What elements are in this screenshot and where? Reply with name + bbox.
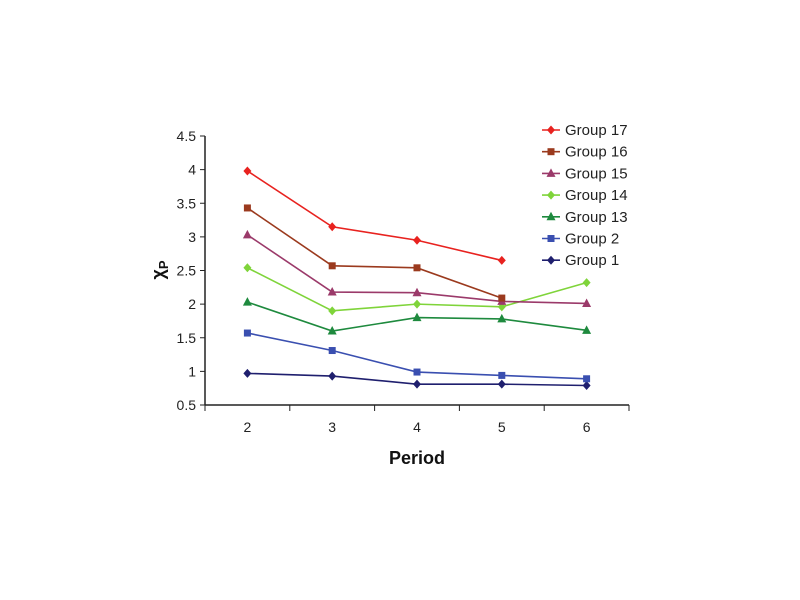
x-tick-label: 3 [328, 419, 336, 435]
data-point [582, 278, 591, 288]
data-point [497, 255, 506, 265]
data-point [582, 380, 591, 390]
y-tick-label: 1.5 [177, 330, 197, 346]
data-point [413, 235, 421, 245]
legend-item: Group 14 [542, 187, 628, 204]
axes: 0.5 1 1.5 2 2.5 3 3.5 4 4.5 2 3 4 5 6 [177, 128, 630, 435]
legend-marker [547, 235, 555, 242]
y-tick-label: 4.5 [177, 128, 197, 144]
y-tick-label: 2.5 [177, 263, 197, 279]
data-point [582, 325, 592, 334]
y-tick-label: 3 [188, 229, 196, 245]
x-axis-label: Period [389, 448, 445, 468]
legend-label: Group 16 [565, 144, 628, 161]
data-point [242, 297, 252, 306]
data-point [498, 294, 506, 302]
data-point [243, 204, 251, 212]
legend-marker [546, 168, 556, 177]
y-tick-label: 3.5 [177, 195, 197, 211]
legend-item: Group 17 [542, 122, 628, 139]
data-point [413, 368, 421, 376]
legend-marker [547, 255, 555, 265]
legend-item: Group 13 [542, 209, 628, 226]
y-tick-label: 1 [188, 363, 196, 379]
data-point [243, 166, 252, 176]
data-point [413, 299, 421, 309]
x-tick-label: 2 [244, 419, 252, 435]
series-group-2 [243, 329, 591, 383]
legend-label: Group 13 [565, 209, 628, 226]
series-group-15 [242, 229, 592, 307]
data-point [498, 371, 506, 379]
legend-label: Group 15 [565, 165, 628, 182]
series-group-14 [243, 263, 591, 316]
legend-item: Group 16 [542, 144, 628, 161]
x-tick-label: 5 [498, 419, 506, 435]
data-point [412, 287, 422, 297]
y-axis-label: χP [148, 260, 171, 279]
data-point [242, 229, 252, 239]
data-point [583, 375, 591, 383]
legend-marker [547, 190, 555, 200]
series-line [246, 170, 502, 262]
x-tick-label: 6 [583, 419, 591, 435]
legend-item: Group 2 [542, 231, 619, 248]
data-point [328, 371, 337, 381]
data-point [243, 263, 252, 273]
data-point [582, 298, 592, 307]
legend-label: Group 1 [565, 252, 619, 269]
data-point [243, 329, 251, 337]
data-point [497, 379, 506, 389]
data-point [328, 306, 337, 316]
legend-marker [546, 211, 556, 221]
x-tick-label: 4 [413, 419, 421, 435]
data-point [413, 264, 421, 272]
legend-label: Group 14 [565, 187, 628, 204]
legend-item: Group 15 [542, 165, 628, 182]
legend: Group 17 Group 16 Group 15 Group 14 Group 13… [542, 122, 628, 269]
data-point [328, 262, 336, 270]
series-group-13 [242, 297, 592, 335]
series-group [242, 166, 592, 390]
legend-marker [547, 125, 555, 135]
data-point [412, 312, 422, 322]
series-line [246, 207, 503, 299]
legend-marker [547, 148, 555, 156]
y-tick-label: 0.5 [177, 397, 197, 413]
y-tick-label: 2 [188, 296, 196, 312]
legend-label: Group 17 [565, 122, 628, 139]
series-group-16 [243, 204, 506, 302]
data-point [328, 222, 337, 232]
data-point [497, 313, 507, 323]
data-point [327, 326, 337, 335]
data-point [243, 368, 252, 378]
legend-item: Group 1 [542, 252, 619, 269]
series-group-1 [243, 368, 591, 390]
data-point [413, 379, 421, 389]
legend-label: Group 2 [565, 231, 619, 248]
data-point [327, 287, 337, 296]
series-group-17 [243, 166, 506, 265]
y-tick-label: 4 [188, 162, 196, 178]
data-point [328, 347, 336, 355]
